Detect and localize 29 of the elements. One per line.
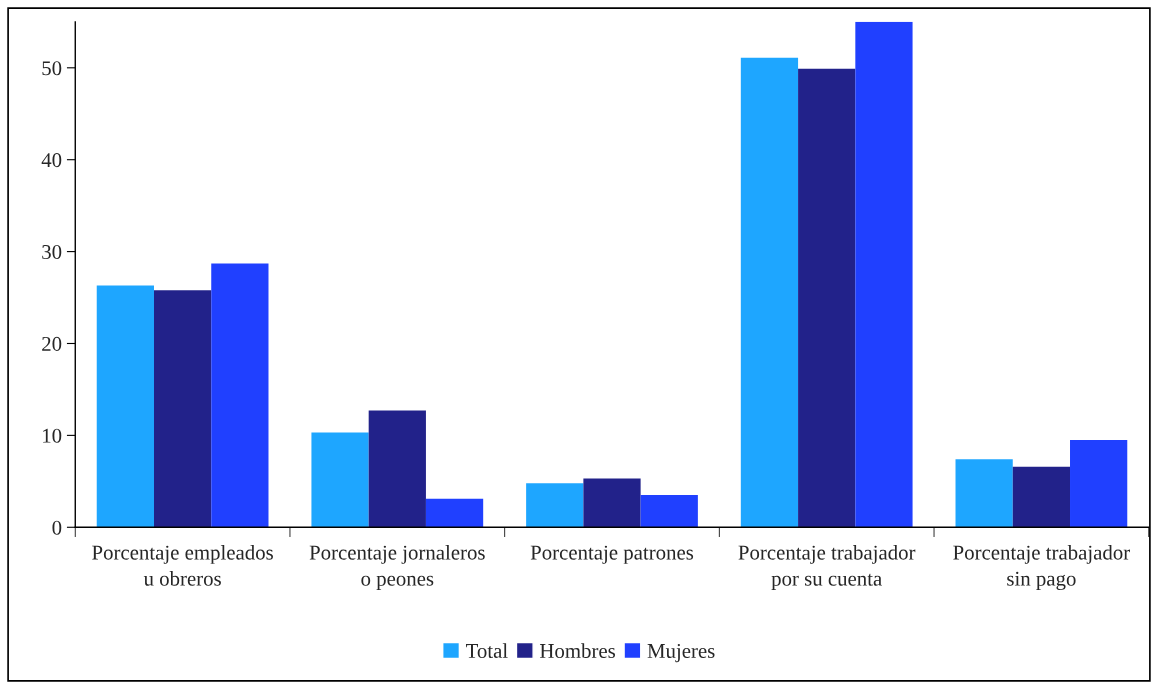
x-tick-label: Porcentaje empleados u obreros bbox=[92, 544, 273, 586]
bar bbox=[211, 263, 269, 528]
bar bbox=[955, 459, 1013, 528]
y-tick-label: 10 bbox=[43, 428, 62, 443]
bar bbox=[855, 21, 913, 528]
y-tick-label: 30 bbox=[42, 244, 62, 260]
y-tick-label: 0 bbox=[52, 520, 62, 535]
bar bbox=[153, 290, 212, 528]
bar bbox=[640, 495, 698, 528]
y-tick-label: 50 bbox=[42, 61, 62, 76]
bar bbox=[1012, 466, 1071, 528]
bar bbox=[798, 68, 856, 528]
x-tick-label: Porcentaje jornaleros o peones bbox=[309, 544, 485, 590]
legend-label: Total bbox=[466, 643, 508, 658]
bar bbox=[425, 498, 484, 528]
x-tick-label: Porcentaje trabajador por su cuenta bbox=[738, 544, 916, 590]
bar bbox=[96, 285, 154, 528]
bar bbox=[583, 478, 641, 528]
bar bbox=[311, 432, 369, 528]
y-tick-label: 40 bbox=[41, 153, 62, 168]
legend-label: Hombres bbox=[539, 643, 616, 658]
x-tick-label: Porcentaje trabajador sin pago bbox=[953, 544, 1130, 591]
bar bbox=[526, 483, 584, 528]
x-tick-label: Porcentaje patrones bbox=[530, 545, 694, 564]
bar bbox=[740, 57, 799, 528]
bar bbox=[1070, 439, 1128, 528]
y-tick-label: 20 bbox=[42, 336, 62, 351]
bar bbox=[368, 410, 426, 528]
legend-label: Mujeres bbox=[647, 643, 715, 663]
